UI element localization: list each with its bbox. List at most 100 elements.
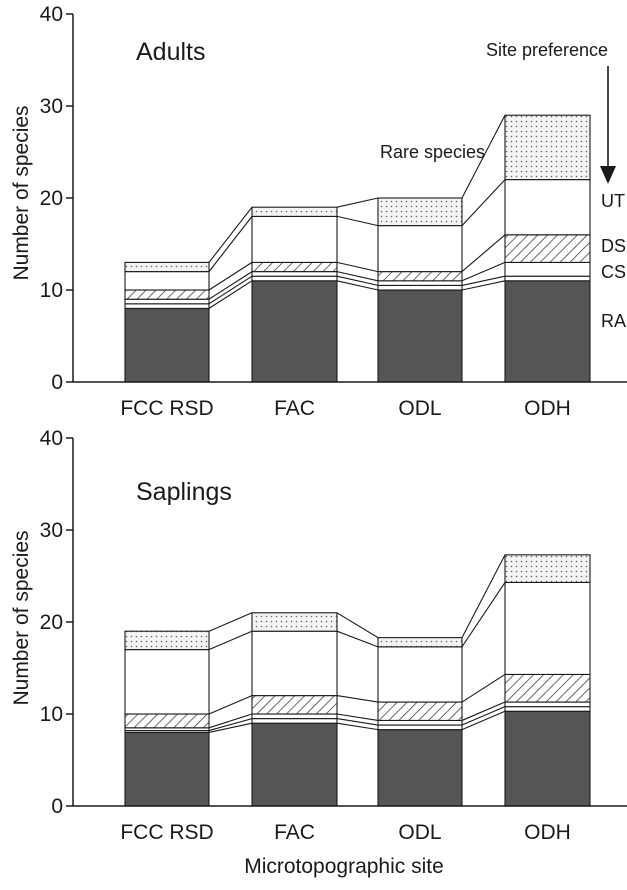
x-category-label: FAC: [274, 821, 315, 844]
bar-segment-ra: [504, 280, 591, 383]
layer-connector-line: [461, 234, 506, 273]
bar-segment-ra: [251, 280, 338, 383]
bar-segment-ut: [251, 630, 338, 697]
bar-segment-ds: [377, 271, 463, 282]
bar-segment-layer-1: [504, 275, 591, 282]
bar-segment-ut: [504, 179, 591, 236]
layer-connector-line: [461, 701, 506, 721]
layer-label-cs: CS: [601, 262, 626, 282]
layer-connector-line: [208, 695, 253, 715]
layer-connector-line: [336, 713, 379, 721]
layer-connector-line: [336, 630, 379, 648]
bar-segment-cs: [377, 719, 463, 726]
layer-connector-line: [336, 722, 379, 731]
layer-connector-line: [336, 280, 379, 291]
x-category-label: ODH: [524, 397, 571, 420]
bar-segment-ut: [124, 271, 210, 291]
layer-label-ra: RA: [601, 311, 626, 331]
bar-segment-ut: [377, 225, 463, 273]
layer-connector-line: [461, 280, 506, 291]
layer-connector-line: [461, 706, 506, 726]
bar-segment-layer-1: [504, 706, 591, 712]
y-tick-label: 0: [51, 371, 63, 394]
layer-connector-line: [208, 713, 253, 729]
layer-connector-line: [461, 179, 506, 226]
bar-segment-layer-1: [377, 284, 463, 291]
bar-segment-ra: [504, 710, 591, 807]
x-category-label: ODH: [524, 821, 571, 844]
bar-segment-ds: [251, 695, 338, 715]
bar-segment-ds: [504, 234, 591, 263]
layer-connector-line: [336, 695, 379, 703]
bar-segment-ut: [124, 649, 210, 715]
y-tick-label: 10: [40, 703, 63, 726]
bar-segment-rare-species: [504, 114, 591, 181]
bar-segment-ds: [124, 289, 210, 300]
bar-segment-layer-1: [251, 275, 338, 282]
bar-segment-rare-species: [377, 197, 463, 227]
x-category-label: ODL: [398, 821, 441, 844]
bar-segment-ra: [377, 729, 463, 807]
x-category-label: FAC: [274, 397, 315, 420]
panel-adults: Adults Number of species 0 10 20 30 40 FCC RS…: [10, 3, 627, 420]
layer-connector-line: [208, 261, 253, 291]
layer-label-ds: DS: [601, 236, 626, 256]
y-tick-label: 40: [40, 3, 63, 26]
bar-segment-rare-species: [504, 554, 591, 583]
bar-segment-ds: [504, 673, 591, 703]
bar-segment-rare-species: [124, 261, 210, 273]
layer-connector-line: [336, 261, 379, 273]
bar-segment-cs: [377, 280, 463, 286]
x-category-label: FCC RSD: [120, 397, 213, 420]
layer-connector-line: [208, 718, 253, 732]
layer-connector-line: [208, 630, 253, 651]
layer-connector-line: [461, 261, 506, 282]
layer-connector-line: [461, 582, 506, 648]
bar-segment-rare-species: [251, 206, 338, 217]
bar-segment-ds: [377, 701, 463, 721]
bar-segment-rare-species: [377, 637, 463, 648]
layer-connector-line: [208, 612, 253, 632]
y-tick-label: 10: [40, 279, 63, 302]
bar-segment-cs: [504, 701, 591, 708]
bar-segment-cs: [124, 298, 210, 305]
x-category-label: ODL: [398, 397, 441, 420]
annotation-site-preference: Site preference: [486, 40, 608, 60]
bar-segment-ra: [377, 289, 463, 383]
layer-connector-line: [208, 280, 253, 309]
panel-title-adults: Adults: [136, 38, 205, 66]
bar-segment-ut: [504, 581, 591, 675]
panel-saplings: Saplings Number of species 0 10 20 30 40 FCC …: [10, 427, 627, 878]
bar-segment-rare-species: [251, 612, 338, 632]
layer-label-ut: UT: [601, 191, 625, 211]
layer-connector-line: [208, 275, 253, 305]
layer-connector-line: [461, 554, 506, 638]
bar-segment-cs: [251, 713, 338, 720]
layer-connector-line: [461, 275, 506, 286]
y-tick-label: 20: [40, 187, 63, 210]
layer-connector-line: [208, 206, 253, 263]
bar-segment-ra: [124, 731, 210, 807]
site-preference-arrow-head: [600, 166, 616, 184]
y-axis-title-saplings: Number of species: [10, 530, 33, 705]
layer-connector-line: [336, 271, 379, 282]
bar-segment-layer-1: [124, 303, 210, 309]
bar-segment-ut: [377, 646, 463, 703]
bar-segment-cs: [251, 271, 338, 277]
bar-segment-ds: [251, 261, 338, 273]
panel-title-saplings: Saplings: [136, 478, 232, 506]
layer-connector-line: [461, 114, 506, 199]
layer-connector-line: [336, 215, 379, 227]
bar-segment-rare-species: [124, 630, 210, 651]
bar-segment-ds: [124, 713, 210, 729]
y-tick-label: 30: [40, 519, 63, 542]
layer-connector-line: [336, 197, 379, 208]
x-category-label: FCC RSD: [120, 821, 213, 844]
y-tick-label: 40: [40, 427, 63, 450]
bar-segment-layer-1: [251, 718, 338, 724]
bar-segment-ut: [251, 215, 338, 263]
layer-connector-line: [208, 216, 253, 272]
bar-segment-cs: [504, 261, 591, 277]
